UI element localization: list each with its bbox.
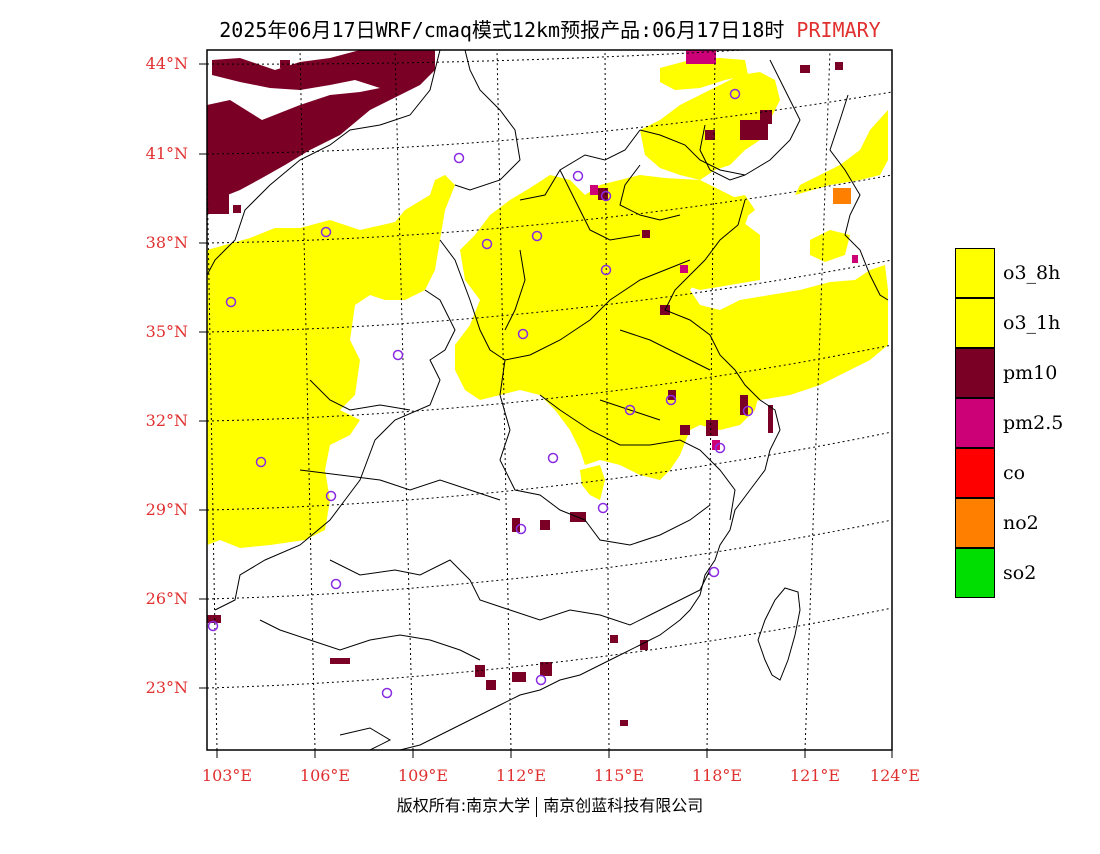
lat-label-35: 35°N [145, 322, 188, 341]
taiwan-outline [757, 587, 801, 681]
lon-label-109: 109°E [397, 766, 449, 785]
lat-label-29: 29°N [145, 500, 188, 519]
lon-label-115: 115°E [593, 766, 645, 785]
no2-spots [833, 188, 851, 204]
lon-label-121: 121°E [789, 766, 841, 785]
legend-label: o3_8h [1003, 262, 1061, 284]
latitude-gridlines [207, 50, 892, 689]
legend-swatch [955, 498, 995, 548]
title-tag: PRIMARY [796, 18, 881, 42]
coastline [399, 94, 889, 750]
legend-swatch [955, 348, 995, 398]
province-boundaries [207, 50, 801, 661]
legend-label: o3_1h [1003, 312, 1061, 334]
lon-label-118: 118°E [691, 766, 743, 785]
lat-label-32: 32°N [145, 411, 188, 430]
legend-swatch [955, 548, 995, 598]
map-frame [206, 49, 893, 751]
copyright-left: 版权所有:南京大学 [396, 796, 531, 815]
south-coast-detail [339, 727, 392, 750]
lat-label-26: 26°N [145, 589, 188, 608]
legend-label: pm2.5 [1003, 412, 1064, 434]
axis-ticks [199, 63, 893, 758]
lon-label-112: 112°E [495, 766, 547, 785]
legend-label: no2 [1003, 512, 1039, 534]
o3-northeast-region [620, 58, 888, 290]
copyright-footer: 版权所有:南京大学 南京创蓝科技有限公司 [0, 792, 1100, 817]
legend-swatch [955, 248, 995, 298]
pm10-northwest-region [207, 50, 435, 214]
legend-swatch [955, 298, 995, 348]
lat-label-23: 23°N [145, 678, 188, 697]
lat-label-44: 44°N [145, 54, 188, 73]
map-title: 2025年06月17日WRF/cmaq模式12km预报产品:06月17日18时 … [0, 14, 1100, 43]
legend-swatch [955, 448, 995, 498]
legend-swatch [955, 398, 995, 448]
title-main: 2025年06月17日WRF/cmaq模式12km预报产品:06月17日18时 [219, 18, 785, 42]
o3-central-region [455, 175, 888, 500]
copyright-separator [536, 796, 538, 817]
lat-label-38: 38°N [145, 233, 188, 252]
lon-label-103: 103°E [201, 766, 253, 785]
legend-label: co [1003, 462, 1026, 484]
lat-label-41: 41°N [145, 144, 188, 163]
lon-label-106: 106°E [299, 766, 351, 785]
o3-west-region [207, 175, 455, 548]
legend-label: pm10 [1003, 362, 1058, 384]
copyright-right: 南京创蓝科技有限公司 [543, 796, 704, 815]
lon-label-124: 124°E [869, 766, 921, 785]
longitude-gridlines [207, 50, 892, 750]
legend-label: so2 [1003, 562, 1037, 584]
station-markers [207, 88, 754, 699]
